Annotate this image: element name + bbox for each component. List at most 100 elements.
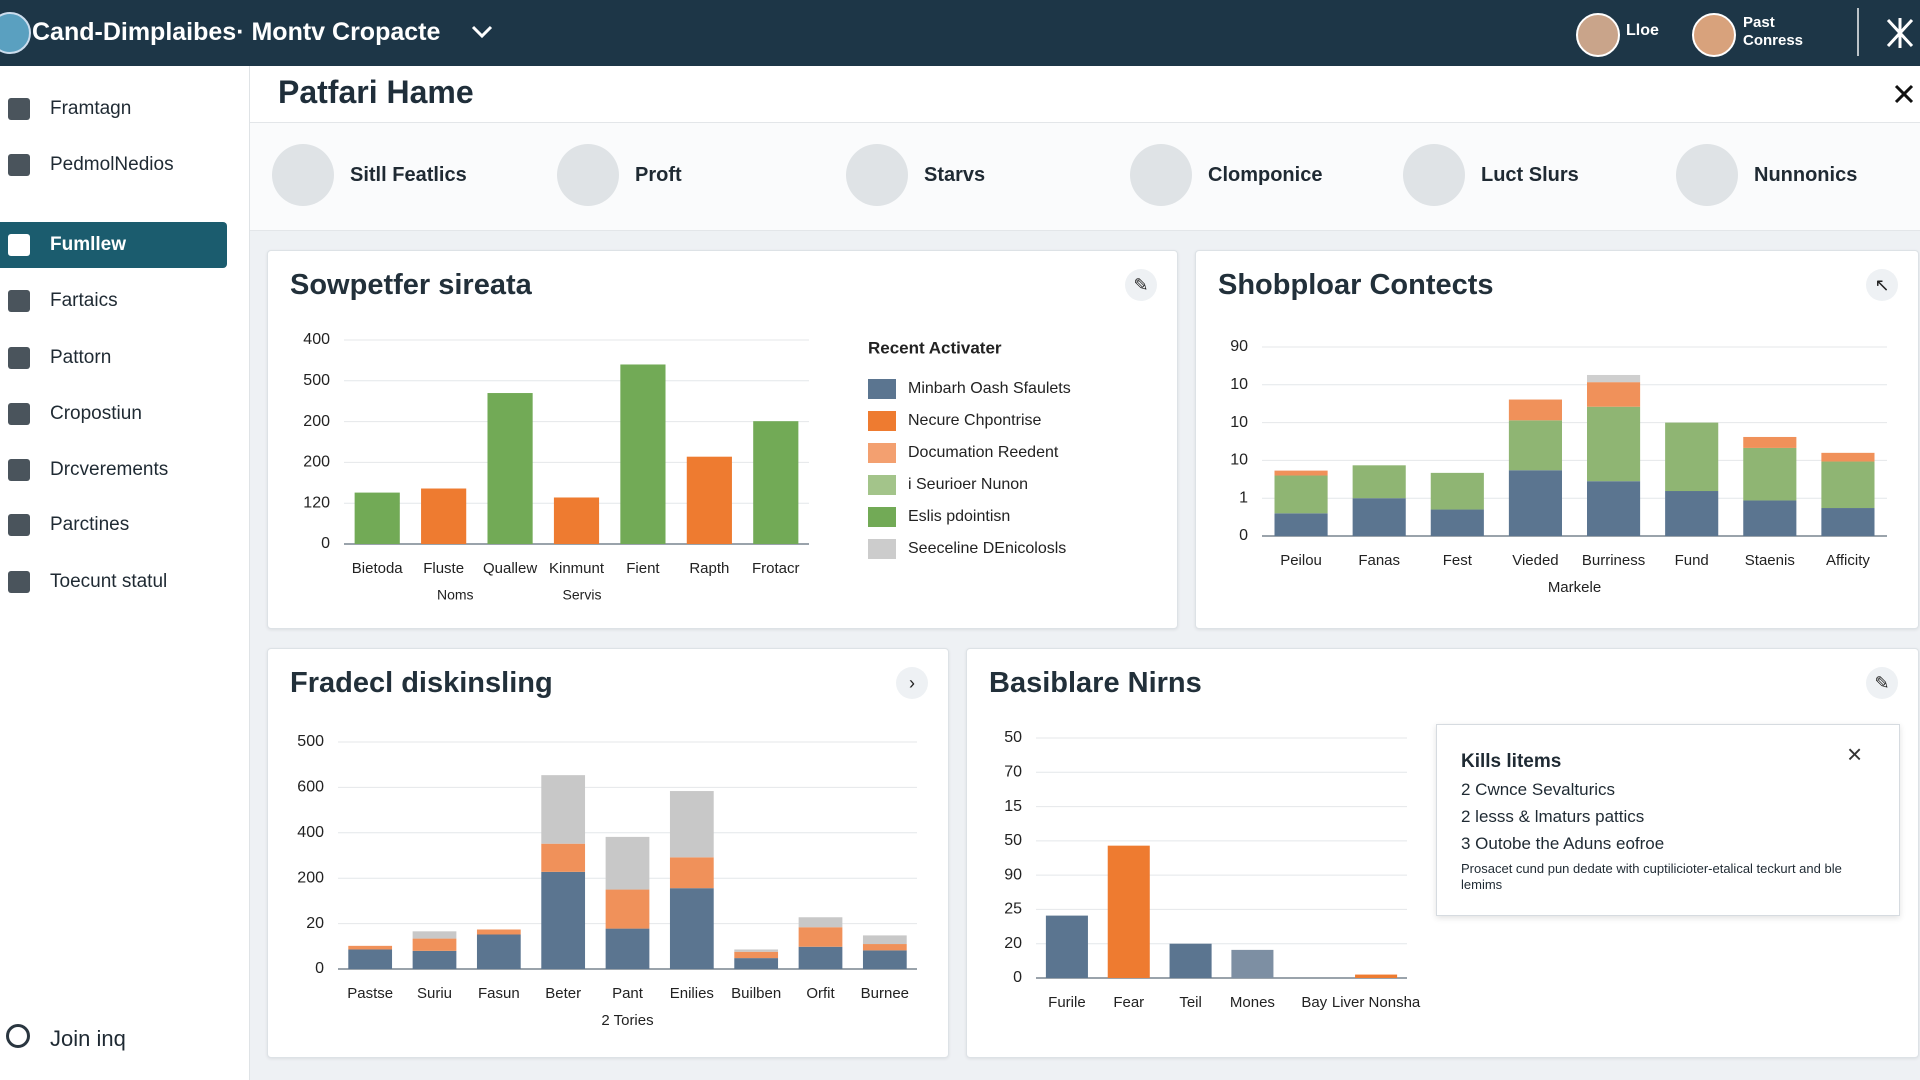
nav-icon bbox=[8, 571, 30, 593]
y-tick-label: 90 bbox=[1230, 338, 1248, 355]
nav-item[interactable]: Pattorn bbox=[0, 335, 227, 381]
legend-swatch bbox=[868, 539, 896, 559]
x-tick-label: Burnee bbox=[861, 985, 909, 1002]
settings-icon[interactable] bbox=[1884, 16, 1916, 50]
bar-segment bbox=[541, 775, 586, 844]
bar-segment bbox=[1587, 374, 1641, 383]
nav-item[interactable]: Fumllew bbox=[0, 222, 227, 268]
close-button[interactable] bbox=[1894, 84, 1914, 104]
tab-label[interactable]: Starvs bbox=[924, 164, 986, 186]
nav-item[interactable]: Toecunt statul bbox=[0, 559, 227, 605]
x-tick-label: Furile bbox=[1048, 994, 1086, 1011]
nav-label[interactable]: Cropostiun bbox=[50, 403, 142, 424]
tab[interactable]: Luct Slurs bbox=[1403, 123, 1663, 230]
tab[interactable]: Nunnonics bbox=[1676, 123, 1920, 230]
bar-segment bbox=[1508, 470, 1562, 536]
nav-item[interactable]: Framtagn bbox=[0, 86, 227, 132]
nav-item[interactable]: Fartaics bbox=[0, 278, 227, 324]
bar-segment bbox=[605, 836, 650, 890]
panel-action[interactable]: › bbox=[896, 667, 928, 699]
panel-title: Basiblare Nirns bbox=[989, 667, 1202, 699]
avatar[interactable] bbox=[1576, 13, 1620, 57]
nav-icon bbox=[8, 98, 30, 120]
x-tick-label: Peilou bbox=[1280, 552, 1322, 569]
y-tick-label: 20 bbox=[1004, 935, 1022, 952]
user-name[interactable]: Past Conress bbox=[1743, 14, 1804, 49]
panel-action[interactable]: ✎ bbox=[1125, 269, 1157, 301]
x-tick-label: Quallew bbox=[483, 560, 537, 577]
dropdown-chevron[interactable] bbox=[470, 22, 494, 42]
bar bbox=[753, 421, 799, 544]
x-tick-label: Suriu bbox=[417, 985, 452, 1002]
nav-item[interactable]: Drcverements bbox=[0, 447, 227, 493]
tab-label[interactable]: Sitll Featlics bbox=[350, 164, 467, 186]
bar-segment bbox=[862, 944, 907, 951]
x-tick-label: Fund bbox=[1675, 552, 1709, 569]
nav-item[interactable]: Parctines bbox=[0, 502, 227, 548]
bar-segment bbox=[412, 938, 457, 951]
y-tick-label: 10 bbox=[1230, 414, 1248, 431]
bar-segment bbox=[669, 857, 714, 889]
panel-action[interactable]: ↖ bbox=[1866, 269, 1898, 301]
bar-segment bbox=[669, 791, 714, 858]
y-tick-label: 1 bbox=[1239, 489, 1248, 506]
nav-icon bbox=[8, 290, 30, 312]
avatar[interactable] bbox=[1692, 13, 1736, 57]
x-tick-label: Fanas bbox=[1358, 552, 1400, 569]
x-axis-label: Markele bbox=[1548, 579, 1601, 596]
popup-title: Kills litems bbox=[1461, 751, 1562, 772]
bar-segment bbox=[798, 927, 843, 947]
tab[interactable]: Starvs bbox=[846, 123, 1106, 230]
chart: 0 20 25 90 50 15 70 50 Furile Fear Teil Mones Bay Liv… bbox=[1004, 729, 1421, 1011]
tab-label[interactable]: Clomponice bbox=[1208, 164, 1323, 186]
tab[interactable]: Sitll Featlics bbox=[272, 123, 532, 230]
tab-label[interactable]: Nunnonics bbox=[1754, 164, 1858, 186]
tab-label[interactable]: Proft bbox=[635, 164, 682, 186]
search-icon bbox=[6, 1024, 30, 1048]
nav-label[interactable]: Pattorn bbox=[50, 347, 112, 368]
tab[interactable]: Proft bbox=[557, 123, 817, 230]
y-tick-label: 200 bbox=[303, 454, 330, 471]
y-tick-label: 400 bbox=[297, 824, 324, 841]
nav-label[interactable]: PedmolNedios bbox=[50, 154, 174, 175]
x-tick-label: Bietoda bbox=[352, 560, 404, 577]
x-tick-label: Pant bbox=[612, 985, 644, 1002]
app-title: Cand-Dimplaibes· Montv Cropacte bbox=[32, 18, 441, 46]
nav-label[interactable]: Fumllew bbox=[50, 234, 127, 255]
tab-icon bbox=[846, 144, 908, 206]
bar bbox=[1107, 845, 1150, 978]
bar-segment bbox=[734, 951, 779, 959]
nav-label[interactable]: Fartaics bbox=[50, 290, 118, 311]
nav-label[interactable]: Toecunt statul bbox=[50, 571, 168, 592]
nav-label[interactable]: Join inq bbox=[50, 1026, 126, 1051]
x-axis-label: 2 Tories bbox=[601, 1012, 653, 1029]
popup-close[interactable]: × bbox=[1847, 739, 1863, 769]
x-tick-label: Mones bbox=[1230, 994, 1275, 1011]
tab-label[interactable]: Luct Slurs bbox=[1481, 164, 1579, 186]
bar-segment bbox=[1743, 447, 1797, 501]
tab[interactable]: Clomponice bbox=[1130, 123, 1390, 230]
x-tick-label: Teil bbox=[1179, 994, 1202, 1011]
nav-item[interactable]: Cropostiun bbox=[0, 391, 227, 437]
bar-segment bbox=[1274, 475, 1328, 514]
bar-segment bbox=[412, 931, 457, 939]
bar bbox=[1355, 974, 1398, 978]
y-tick-label: 200 bbox=[303, 413, 330, 430]
panel-title: Shobploar Contects bbox=[1218, 269, 1494, 301]
nav-item[interactable]: Join inq bbox=[0, 1014, 227, 1060]
chart: 0 120 200 200 500 400 Bietoda Fluste Quallew Kinm… bbox=[303, 331, 1070, 602]
panel-action[interactable]: ✎ bbox=[1866, 667, 1898, 699]
x-tick-label: Rapth bbox=[689, 560, 729, 577]
top-bar: Cand-Dimplaibes· Montv Cropacte Lloe Pas… bbox=[0, 0, 1920, 66]
bar-segment bbox=[1274, 513, 1328, 536]
bar bbox=[686, 456, 732, 544]
user-name[interactable]: Lloe bbox=[1626, 22, 1659, 39]
bar-segment bbox=[669, 888, 714, 969]
bar bbox=[620, 364, 666, 544]
nav-label[interactable]: Parctines bbox=[50, 514, 130, 535]
nav-item[interactable]: PedmolNedios bbox=[0, 142, 227, 188]
popup-item: 2 lesss & lmaturs pattics bbox=[1461, 807, 1645, 826]
bar-segment bbox=[1821, 508, 1875, 536]
nav-label[interactable]: Framtagn bbox=[50, 98, 132, 119]
nav-label[interactable]: Drcverements bbox=[50, 459, 169, 480]
